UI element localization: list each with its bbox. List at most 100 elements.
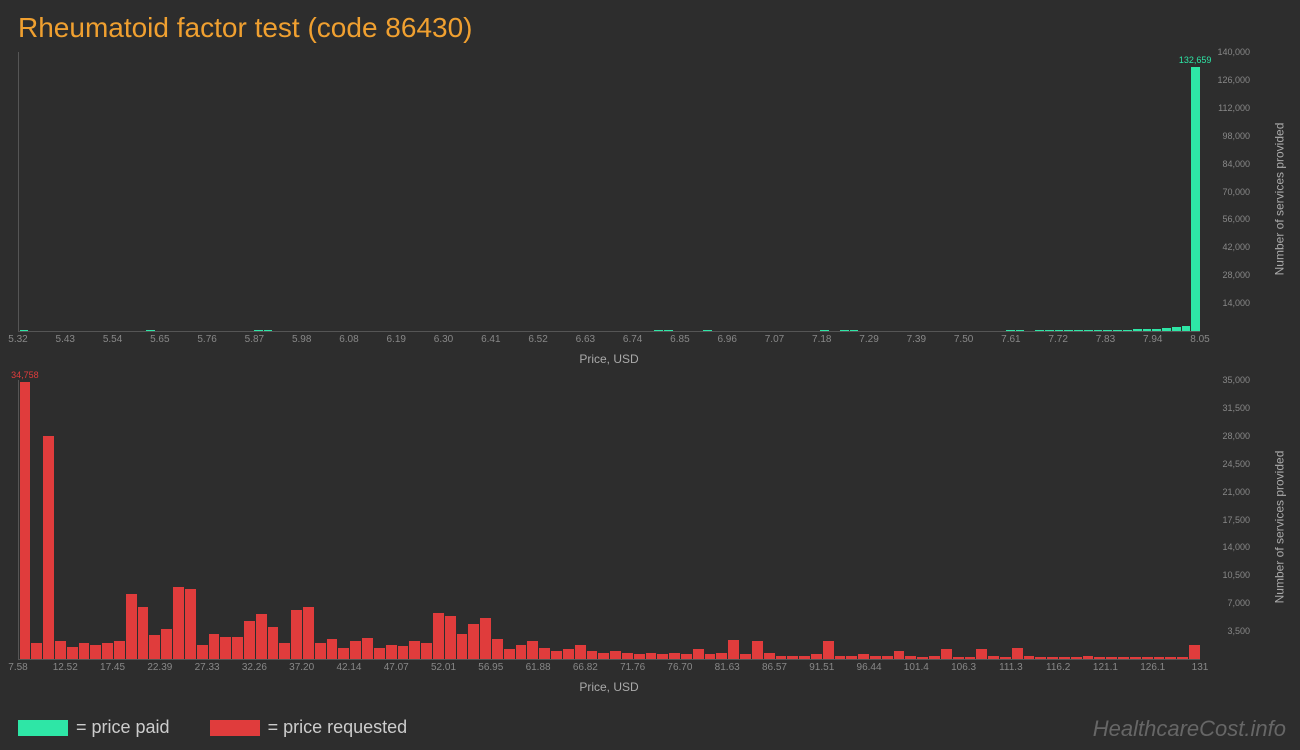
- bar: [823, 641, 834, 659]
- y-tick: 28,000: [1222, 270, 1250, 280]
- bar: [1189, 645, 1200, 659]
- x-ticks-paid: 5.325.435.545.655.765.875.986.086.196.30…: [18, 334, 1200, 350]
- y-tick: 7,000: [1227, 598, 1250, 608]
- y-tick: 14,000: [1222, 298, 1250, 308]
- legend: = price paid = price requested: [18, 717, 407, 738]
- bar: [646, 653, 657, 659]
- x-tick: 76.70: [667, 662, 692, 673]
- bar: [563, 649, 574, 659]
- bar: [457, 634, 468, 660]
- bar: [716, 653, 727, 659]
- bar: [291, 610, 302, 659]
- bar: [303, 607, 314, 659]
- x-tick: 91.51: [809, 662, 834, 673]
- bar: [1106, 657, 1117, 659]
- x-tick: 5.32: [8, 334, 27, 345]
- bar: [527, 641, 538, 659]
- x-tick: 6.52: [528, 334, 547, 345]
- y-tick: 98,000: [1222, 131, 1250, 141]
- x-tick: 86.57: [762, 662, 787, 673]
- bar: [161, 629, 172, 659]
- bar: [468, 624, 479, 659]
- bar: [279, 643, 290, 659]
- bar: [1059, 657, 1070, 659]
- bar: [254, 330, 263, 331]
- bar: [516, 645, 527, 659]
- bar: [1177, 657, 1188, 659]
- bar: [693, 649, 704, 659]
- x-tick: 5.43: [56, 334, 75, 345]
- bar: [1133, 329, 1142, 331]
- bar: [90, 645, 101, 659]
- x-axis-label-paid: Price, USD: [18, 352, 1200, 366]
- legend-swatch-paid: [18, 720, 68, 736]
- x-tick: 42.14: [336, 662, 361, 673]
- bar: [31, 643, 42, 659]
- bar: [917, 657, 928, 659]
- bar: [126, 594, 137, 659]
- bar: [598, 653, 609, 659]
- y-tick: 56,000: [1222, 214, 1250, 224]
- x-tick: 7.72: [1048, 334, 1067, 345]
- bar: [846, 656, 857, 659]
- chart-paid-container: 132,659 14,00028,00042,00056,00070,00084…: [18, 52, 1200, 366]
- x-tick: 6.63: [576, 334, 595, 345]
- x-tick: 8.05: [1190, 334, 1209, 345]
- x-tick: 7.61: [1001, 334, 1020, 345]
- x-tick: 5.54: [103, 334, 122, 345]
- bar: [835, 656, 846, 659]
- bar: [1074, 330, 1083, 331]
- bar: [1024, 656, 1035, 659]
- bar: [445, 616, 456, 659]
- bar: [1154, 657, 1165, 659]
- bar: [894, 651, 905, 659]
- bar: [929, 656, 940, 659]
- y-axis-label-requested: Number of services provided: [1273, 450, 1287, 603]
- x-tick: 27.33: [195, 662, 220, 673]
- x-tick: 7.39: [907, 334, 926, 345]
- bar: [1064, 330, 1073, 331]
- bar: [634, 654, 645, 659]
- x-tick: 7.50: [954, 334, 973, 345]
- bar: [55, 641, 66, 659]
- bars-paid: 132,659: [19, 52, 1200, 331]
- x-tick: 131: [1192, 662, 1209, 673]
- bar: [232, 637, 243, 659]
- x-tick: 116.2: [1046, 662, 1070, 673]
- bar: [43, 436, 54, 659]
- x-tick: 37.20: [289, 662, 314, 673]
- y-axis-label-paid: Number of services provided: [1273, 122, 1287, 275]
- x-tick: 7.07: [765, 334, 784, 345]
- y-tick: 35,000: [1222, 375, 1250, 385]
- bar: [338, 648, 349, 659]
- x-tick: 71.76: [620, 662, 645, 673]
- bar: [575, 645, 586, 659]
- x-tick: 32.26: [242, 662, 267, 673]
- bar: [1123, 330, 1132, 331]
- x-tick: 6.85: [670, 334, 689, 345]
- bar: [1103, 330, 1112, 331]
- bar: [1143, 329, 1152, 331]
- x-tick: 5.65: [150, 334, 169, 345]
- y-tick: 3,500: [1227, 626, 1250, 636]
- bar: [1035, 657, 1046, 659]
- bar: [953, 657, 964, 659]
- x-tick: 6.30: [434, 334, 453, 345]
- bar: [1071, 657, 1082, 659]
- x-tick: 5.98: [292, 334, 311, 345]
- bar: [421, 643, 432, 659]
- bar: [492, 639, 503, 659]
- y-tick: 10,500: [1222, 570, 1250, 580]
- x-tick: 22.39: [147, 662, 172, 673]
- x-tick: 5.76: [197, 334, 216, 345]
- bar: [362, 638, 373, 659]
- x-tick: 111.3: [999, 662, 1023, 673]
- x-tick: 121.1: [1093, 662, 1118, 673]
- x-tick: 47.07: [384, 662, 409, 673]
- bar: [20, 382, 31, 659]
- bar: [256, 614, 267, 659]
- page-title: Rheumatoid factor test (code 86430): [0, 0, 1300, 44]
- bar: [433, 613, 444, 659]
- bar: [705, 654, 716, 659]
- bar: [504, 649, 515, 659]
